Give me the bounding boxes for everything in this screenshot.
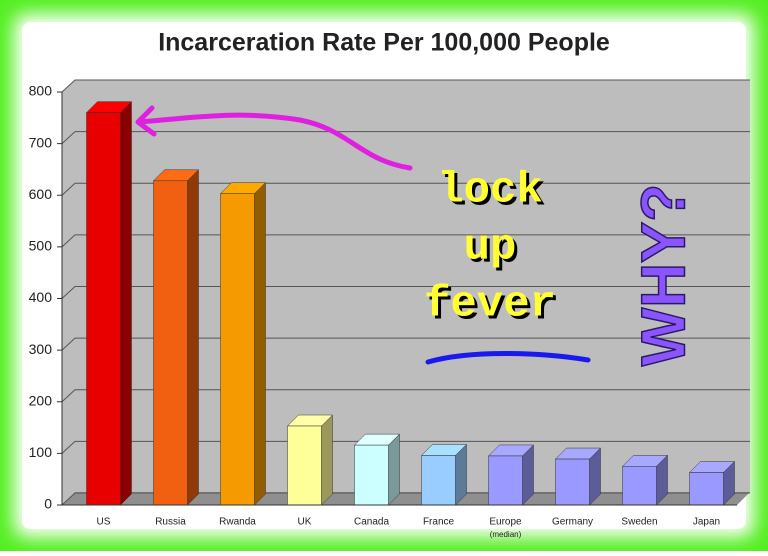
grid-line bbox=[61, 286, 750, 299]
bar-front bbox=[86, 112, 121, 506]
arrow-head bbox=[135, 105, 157, 137]
bar bbox=[353, 433, 401, 506]
bar-side bbox=[187, 169, 199, 506]
bar-front bbox=[220, 193, 255, 506]
arrow bbox=[137, 112, 413, 171]
bar bbox=[487, 444, 535, 506]
bar bbox=[420, 443, 468, 506]
annotation-shadow: lock bbox=[440, 169, 546, 219]
y-tick-label: 800 bbox=[29, 83, 53, 99]
grid-line bbox=[61, 234, 750, 248]
y-tick-label: 100 bbox=[29, 444, 53, 460]
side-note: WHY? bbox=[629, 184, 698, 367]
bar-side bbox=[388, 433, 400, 506]
bar-front bbox=[689, 472, 724, 506]
annotation: lock bbox=[437, 166, 543, 216]
x-tick-label: Canada bbox=[354, 517, 389, 528]
bar-front bbox=[287, 425, 322, 506]
bar-front bbox=[488, 455, 523, 506]
x-tick-label: US bbox=[97, 517, 111, 528]
y-tick-label: 200 bbox=[29, 392, 53, 408]
annotation: up bbox=[464, 223, 517, 273]
bar bbox=[219, 182, 267, 506]
chart-title: Incarceration Rate Per 100,000 People bbox=[158, 29, 610, 57]
bar bbox=[621, 454, 669, 506]
x-tick-label: UK bbox=[298, 517, 312, 528]
grid-line bbox=[61, 337, 750, 351]
bar-front bbox=[555, 458, 590, 506]
grid-line bbox=[61, 79, 750, 93]
y-tick-label: 0 bbox=[44, 496, 52, 512]
x-tick-label: Germany bbox=[552, 517, 593, 528]
bar-front bbox=[354, 444, 389, 506]
x-tick-label: Russia bbox=[155, 517, 186, 528]
grid-line bbox=[61, 389, 750, 403]
bar bbox=[152, 169, 200, 506]
y-tick-label: 500 bbox=[29, 238, 53, 254]
x-tick-label: Sweden bbox=[621, 517, 657, 528]
underline bbox=[425, 351, 591, 365]
x-tick-label: France bbox=[423, 517, 455, 528]
bar-front bbox=[622, 466, 657, 506]
annotation-shadow: up bbox=[467, 226, 520, 276]
bar bbox=[688, 460, 736, 506]
grid-line bbox=[61, 182, 750, 196]
bar bbox=[85, 101, 133, 506]
bar-side bbox=[120, 101, 132, 506]
bar-side bbox=[254, 182, 266, 506]
y-tick-label: 700 bbox=[29, 134, 53, 150]
annotation: fever bbox=[424, 280, 556, 330]
grid: 0 100 200 300 400 500 600 700 800 bbox=[29, 79, 750, 512]
bar bbox=[286, 414, 334, 506]
x-tick-label: Europe bbox=[489, 517, 522, 528]
y-tick-label: 400 bbox=[29, 289, 53, 305]
bar bbox=[554, 447, 602, 506]
bar-front bbox=[153, 180, 188, 506]
grid-line bbox=[61, 440, 750, 454]
bar-front bbox=[421, 455, 456, 506]
annotation-shadow: fever bbox=[427, 283, 559, 333]
x-tick-note: (median) bbox=[490, 530, 522, 539]
grid-line bbox=[61, 131, 750, 144]
bar-side bbox=[321, 414, 333, 506]
x-tick-label: Japan bbox=[693, 517, 720, 528]
bars: US Russia Rwanda UK Canada France Europe German… bbox=[85, 101, 736, 539]
y-tick-label: 600 bbox=[29, 186, 53, 202]
y-tick-label: 300 bbox=[29, 341, 53, 357]
x-tick-label: Rwanda bbox=[219, 517, 256, 528]
